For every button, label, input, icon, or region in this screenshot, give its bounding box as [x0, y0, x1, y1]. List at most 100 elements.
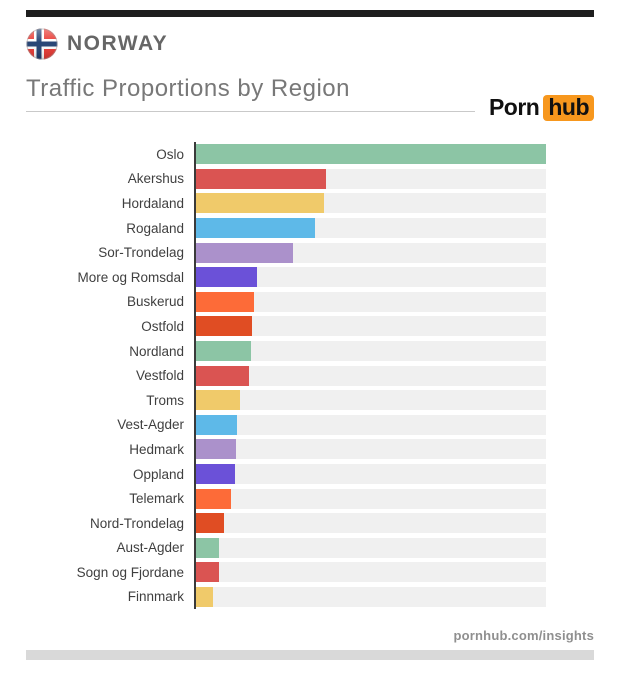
bar-track [196, 439, 546, 460]
bar [196, 365, 249, 386]
bar-area [194, 264, 546, 290]
page-title: Traffic Proportions by Region [26, 75, 350, 102]
chart-row: Oppland [26, 461, 594, 487]
chart-row: Vest-Agder [26, 412, 594, 438]
divider-line [26, 111, 475, 112]
norway-flag-icon [26, 28, 58, 60]
bar-area [194, 560, 546, 585]
bar-track [196, 464, 546, 485]
bar-track [196, 168, 546, 189]
bar-track [196, 267, 546, 288]
bar-area [194, 142, 546, 167]
region-label: Rogaland [126, 220, 184, 236]
region-label: Akershus [127, 171, 184, 187]
region-label: More og Romsdal [77, 269, 184, 285]
bar-track [196, 291, 546, 312]
region-label: Vestfold [135, 368, 184, 384]
chart-row: Vestfold [26, 363, 594, 388]
bar-track [196, 193, 546, 214]
bar [196, 144, 546, 165]
bar [196, 218, 315, 239]
bar-area [194, 240, 546, 265]
chart-row: Aust-Agder [26, 535, 594, 561]
bar-area [194, 363, 546, 388]
bar-area [194, 314, 546, 339]
chart-row: Ostfold [26, 314, 594, 339]
bar-area [194, 289, 546, 315]
brand-row: Porn hub [26, 94, 594, 121]
bar-area [194, 535, 546, 561]
bar-area [194, 510, 546, 536]
bar-track [196, 562, 546, 583]
region-label: Sogn og Fjordane [76, 564, 184, 580]
bar [196, 586, 213, 607]
region-label: Troms [146, 392, 184, 408]
chart-row: Troms [26, 387, 594, 413]
bar [196, 193, 324, 214]
chart-row: Nord-Trondelag [26, 510, 594, 536]
chart-row: Hedmark [26, 437, 594, 462]
chart-row: Nordland [26, 338, 594, 364]
bar-track [196, 390, 546, 411]
bar [196, 464, 235, 485]
bar-track [196, 144, 546, 165]
chart-row: Telemark [26, 486, 594, 511]
footer-url: pornhub.com/insights [453, 628, 594, 644]
bar-track [196, 586, 546, 607]
bar [196, 537, 219, 558]
chart-row: Rogaland [26, 215, 594, 241]
bar [196, 316, 252, 337]
bar-track [196, 488, 546, 509]
infographic-page: NORWAY Traffic Proportions by Region Por… [26, 10, 594, 661]
region-label: Sor-Trondelag [98, 245, 184, 261]
bar [196, 341, 251, 362]
chart-row: More og Romsdal [26, 264, 594, 290]
pornhub-logo-porn: Porn [488, 94, 540, 120]
chart-row: Akershus [26, 166, 594, 192]
bar [196, 488, 232, 509]
region-label: Nord-Trondelag [89, 515, 184, 531]
bar-area [194, 387, 546, 413]
bar-area [194, 437, 546, 462]
chart-row: Sogn og Fjordane [26, 560, 594, 585]
bar-track [196, 341, 546, 362]
bar [196, 168, 326, 189]
bar-area [194, 215, 546, 241]
bar [196, 513, 224, 534]
region-label: Finnmark [127, 589, 184, 605]
country-header: NORWAY [26, 28, 594, 60]
bar [196, 242, 293, 263]
pornhub-logo: Porn hub [489, 94, 594, 121]
bar-area [194, 191, 546, 216]
bar-area [194, 461, 546, 487]
region-label: Vest-Agder [117, 417, 184, 433]
region-label: Oppland [132, 466, 184, 482]
chart-row: Sor-Trondelag [26, 240, 594, 265]
bar-area [194, 412, 546, 438]
bar-area [194, 166, 546, 192]
bar [196, 291, 254, 312]
region-label: Buskerud [126, 294, 184, 310]
chart-row: Oslo [26, 142, 594, 167]
bar-area [194, 338, 546, 364]
bar [196, 390, 240, 411]
bar-area [194, 584, 546, 610]
bar [196, 439, 236, 460]
region-label: Hordaland [121, 195, 184, 211]
region-label: Aust-Agder [116, 540, 184, 556]
top-accent-bar [26, 10, 594, 17]
bar-track [196, 513, 546, 534]
country-name: NORWAY [67, 32, 169, 55]
bar-track [196, 414, 546, 435]
bar-chart: Oslo Akershus Hordaland Rogaland Sor-Trondel… [26, 142, 594, 610]
bar-track [196, 537, 546, 558]
region-label: Ostfold [141, 318, 184, 334]
pornhub-logo-hub: hub [543, 94, 594, 121]
region-label: Telemark [129, 491, 184, 507]
bar [196, 414, 237, 435]
bar-track [196, 365, 546, 386]
region-label: Nordland [129, 343, 184, 359]
region-label: Hedmark [129, 441, 184, 457]
footer-accent-bar [26, 650, 594, 661]
bar-track [196, 316, 546, 337]
